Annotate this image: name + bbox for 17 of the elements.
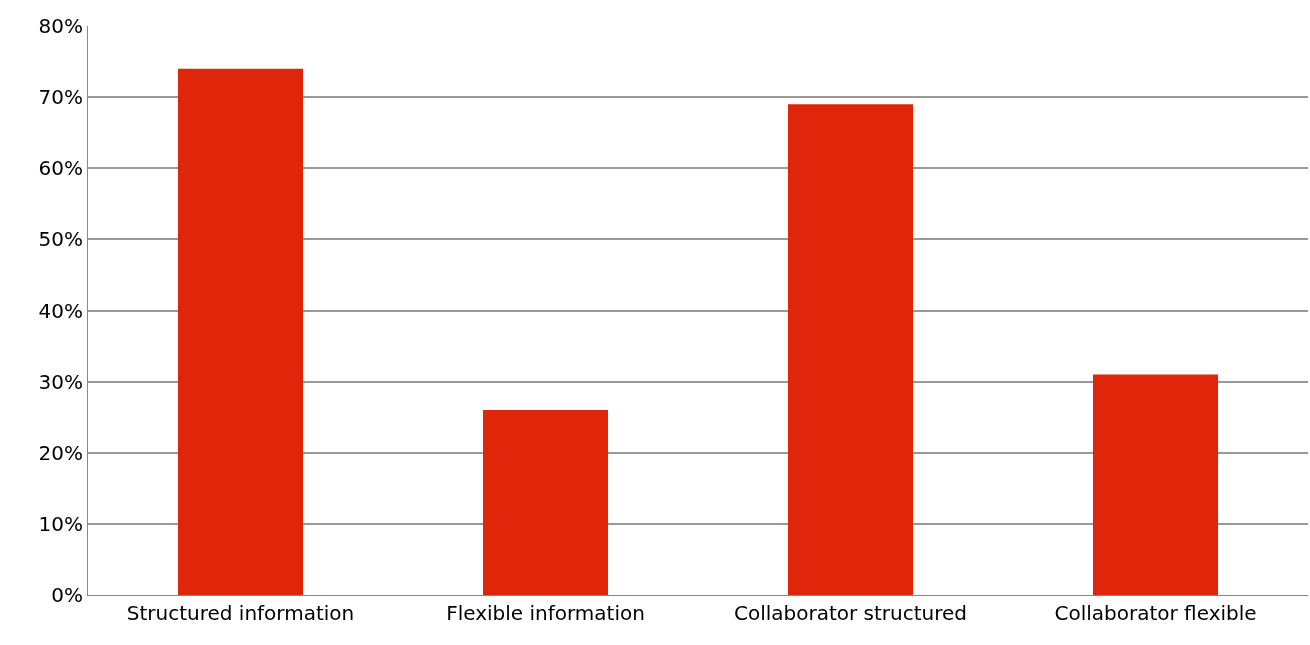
- x-tick-label: Collaborator structured: [733, 601, 968, 625]
- y-tick-label: 20%: [38, 440, 83, 465]
- y-tick-label: 0%: [51, 583, 83, 607]
- y-tick-label: 80%: [38, 14, 83, 38]
- x-tick-label: Structured information: [126, 601, 355, 625]
- y-tick-label: 60%: [38, 156, 83, 181]
- x-tick-label: Flexible information: [446, 601, 645, 625]
- bar: [177, 68, 304, 595]
- y-tick-label: 30%: [38, 369, 83, 394]
- bar: [482, 410, 609, 595]
- y-tick-label: 70%: [38, 85, 83, 110]
- y-tick-label: 10%: [38, 511, 83, 536]
- bar: [787, 104, 914, 595]
- y-tick-label: 50%: [38, 227, 83, 252]
- y-tick-label: 40%: [38, 298, 83, 323]
- x-tick-label: Collaborator flexible: [1054, 601, 1257, 625]
- bar: [1092, 374, 1219, 595]
